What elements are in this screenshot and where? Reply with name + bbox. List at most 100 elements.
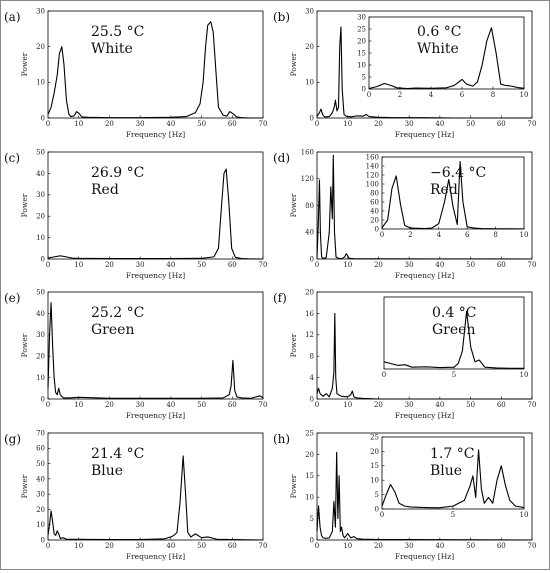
y-axis-label: Power bbox=[20, 333, 29, 357]
y-tick-label: 20 bbox=[305, 43, 314, 51]
temperature-label: 1.7 °C bbox=[430, 446, 474, 462]
y-tick-label: 8 bbox=[310, 353, 314, 361]
x-tick-label: 50 bbox=[197, 120, 206, 128]
x-tick-label: 8 bbox=[491, 91, 495, 99]
y-tick-label: 20 bbox=[370, 448, 379, 456]
chart-panel: (a) 0 10 20 30 40 50 60 70 0 10 20 30 Frequency [Hz] P… bbox=[4, 7, 267, 139]
x-axis-label: Frequency [Hz] bbox=[126, 271, 185, 280]
x-tick-label: 50 bbox=[466, 401, 475, 409]
x-tick-label: 20 bbox=[374, 542, 383, 550]
panel-label: (g) bbox=[4, 432, 21, 446]
x-tick-label: 30 bbox=[136, 120, 145, 128]
x-tick-label: 10 bbox=[520, 511, 529, 519]
x-tick-label: 0 bbox=[315, 120, 319, 128]
x-tick-label: 20 bbox=[105, 261, 114, 269]
x-tick-label: 50 bbox=[197, 401, 206, 409]
x-tick-label: 0 bbox=[380, 511, 384, 519]
x-tick-label: 60 bbox=[497, 261, 506, 269]
panel-label: (a) bbox=[4, 10, 21, 24]
x-tick-label: 20 bbox=[374, 401, 383, 409]
x-tick-label: 60 bbox=[228, 542, 237, 550]
x-tick-label: 30 bbox=[405, 542, 414, 550]
y-tick-label: 10 bbox=[36, 521, 45, 529]
x-tick-label: 10 bbox=[343, 542, 352, 550]
inset-frame bbox=[381, 156, 525, 230]
color-label: Blue bbox=[430, 463, 462, 479]
panel-label: (b) bbox=[273, 10, 290, 24]
y-tick-label: 12 bbox=[305, 331, 314, 339]
x-tick-label: 70 bbox=[259, 542, 268, 550]
y-tick-label: 10 bbox=[370, 477, 379, 485]
x-tick-label: 30 bbox=[405, 401, 414, 409]
plot-frame bbox=[47, 151, 264, 260]
y-tick-label: 30 bbox=[36, 491, 45, 499]
y-tick-label: 20 bbox=[36, 506, 45, 514]
inset-frame bbox=[381, 436, 525, 510]
y-tick-label: 140 bbox=[366, 162, 379, 170]
panel-label: (h) bbox=[273, 432, 290, 446]
y-tick-label: 30 bbox=[36, 7, 45, 15]
x-tick-label: 6 bbox=[460, 91, 465, 99]
chart-panel: (c) 0 10 20 30 40 50 60 70 0 10 20 30 40 50 Frequency [… bbox=[4, 148, 267, 280]
temperature-label: −6.4 °C bbox=[430, 165, 486, 181]
series-line bbox=[47, 21, 263, 119]
y-axis-label: Power bbox=[289, 474, 298, 498]
inset-series-line bbox=[368, 27, 525, 90]
series-line bbox=[47, 302, 264, 399]
x-tick-label: 0 bbox=[46, 120, 50, 128]
y-tick-label: 10 bbox=[305, 79, 314, 87]
panel-label: (c) bbox=[4, 151, 20, 165]
x-tick-label: 20 bbox=[105, 542, 114, 550]
x-axis-label: Frequency [Hz] bbox=[126, 411, 185, 420]
plot-frame bbox=[47, 432, 264, 541]
x-tick-label: 50 bbox=[466, 120, 475, 128]
x-tick-label: 50 bbox=[466, 542, 475, 550]
temperature-label: 21.4 °C bbox=[91, 446, 144, 462]
y-tick-label: 5 bbox=[362, 73, 366, 81]
x-tick-label: 40 bbox=[435, 120, 444, 128]
x-tick-label: 10 bbox=[343, 120, 352, 128]
y-tick-label: 40 bbox=[36, 310, 45, 318]
y-tick-label: 20 bbox=[36, 43, 45, 51]
x-tick-label: 5 bbox=[452, 371, 456, 379]
x-tick-label: 40 bbox=[166, 401, 175, 409]
x-axis-label: Frequency [Hz] bbox=[395, 552, 454, 561]
y-tick-label: 30 bbox=[305, 7, 314, 15]
y-tick-label: 0 bbox=[41, 536, 45, 544]
temperature-label: 0.6 °C bbox=[417, 24, 461, 40]
y-tick-label: 20 bbox=[370, 216, 379, 224]
color-label: White bbox=[91, 41, 133, 57]
series-line bbox=[316, 451, 533, 541]
y-tick-label: 100 bbox=[366, 180, 379, 188]
y-tick-label: 25 bbox=[305, 429, 314, 437]
x-axis-label: Frequency [Hz] bbox=[126, 130, 185, 139]
x-tick-label: 8 bbox=[493, 231, 497, 239]
y-tick-label: 15 bbox=[305, 472, 314, 480]
x-tick-label: 20 bbox=[374, 261, 383, 269]
x-tick-label: 0 bbox=[382, 371, 386, 379]
x-tick-label: 10 bbox=[74, 401, 83, 409]
x-tick-label: 60 bbox=[228, 120, 237, 128]
series-line bbox=[316, 26, 532, 119]
inset-series-line bbox=[383, 310, 524, 369]
y-tick-label: 25 bbox=[357, 25, 366, 33]
y-tick-label: 40 bbox=[370, 207, 379, 215]
y-tick-label: 0 bbox=[362, 85, 366, 93]
x-tick-label: 0 bbox=[46, 401, 50, 409]
y-tick-label: 40 bbox=[36, 170, 45, 178]
y-axis-label: Power bbox=[20, 193, 29, 217]
x-tick-label: 40 bbox=[435, 542, 444, 550]
x-tick-label: 4 bbox=[429, 91, 434, 99]
x-tick-label: 0 bbox=[315, 401, 319, 409]
y-tick-label: 60 bbox=[36, 445, 45, 453]
x-tick-label: 2 bbox=[398, 91, 402, 99]
y-tick-label: 16 bbox=[305, 310, 314, 318]
x-tick-label: 50 bbox=[197, 542, 206, 550]
y-axis-label: Power bbox=[289, 193, 298, 217]
x-tick-label: 70 bbox=[259, 261, 268, 269]
x-tick-label: 40 bbox=[435, 401, 444, 409]
